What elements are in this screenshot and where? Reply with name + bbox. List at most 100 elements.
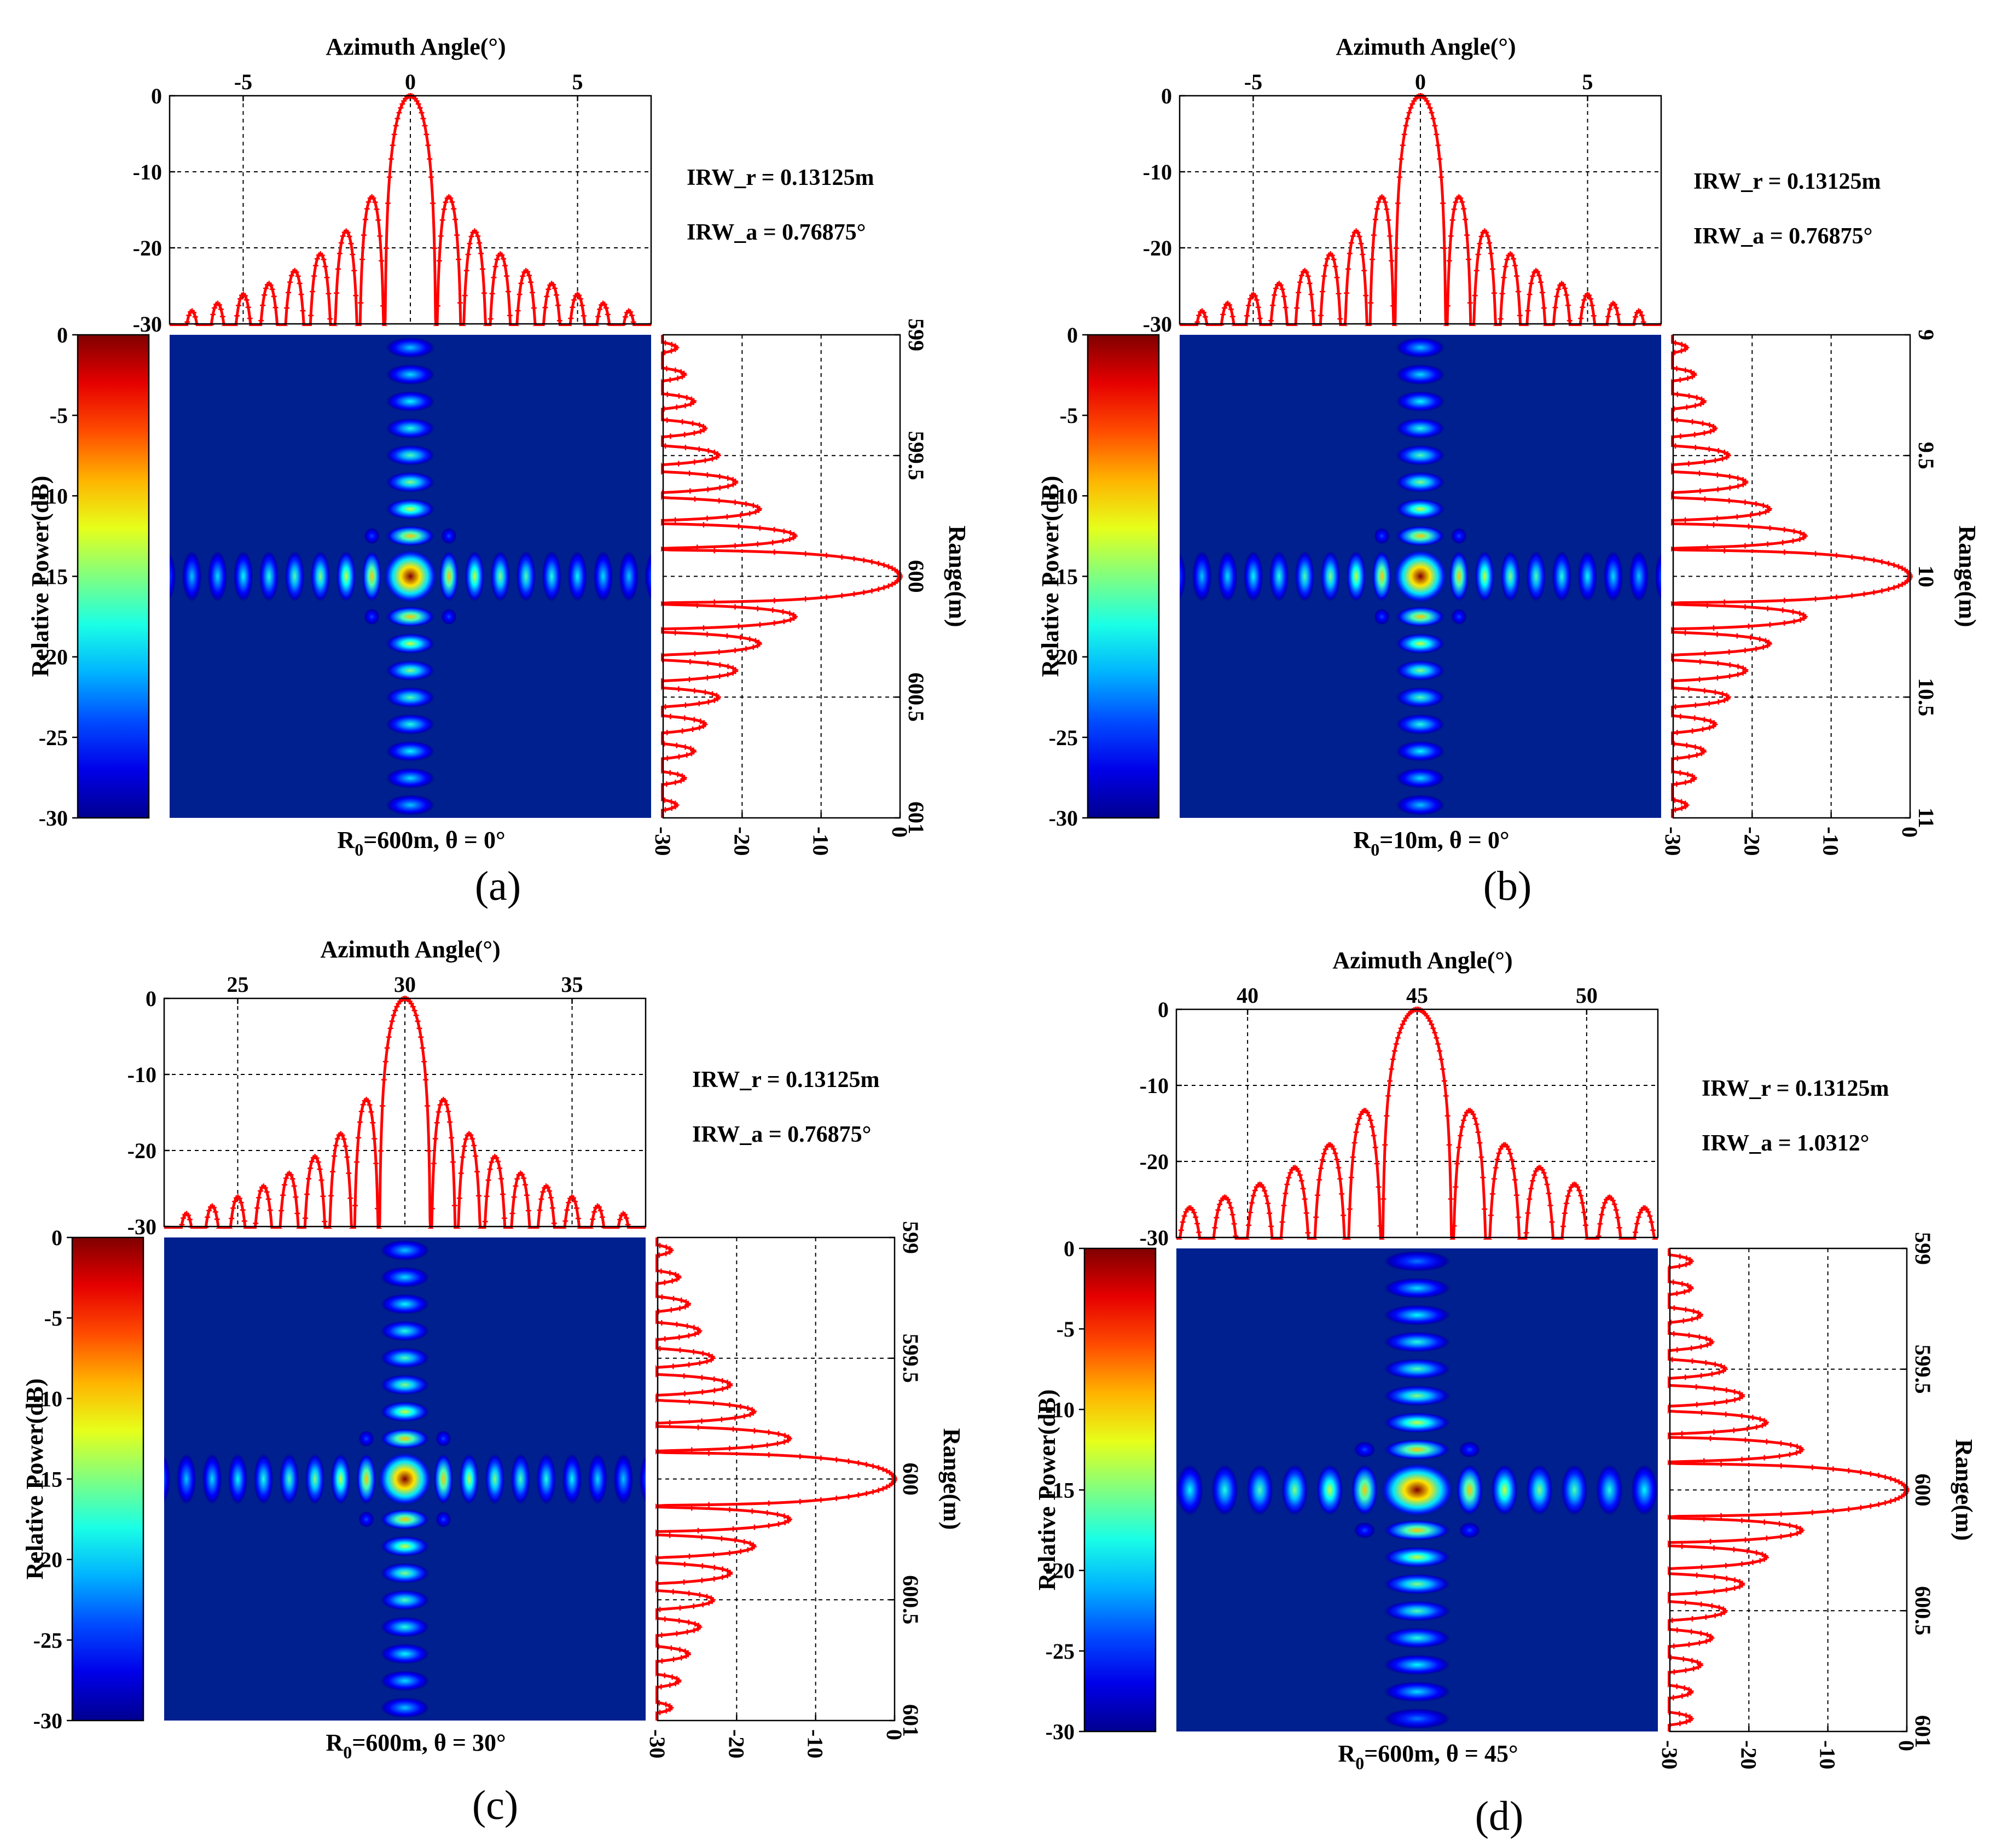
range-sidelobe: [1384, 1547, 1450, 1568]
panel-letter: (c): [472, 1782, 518, 1828]
range-tick-label: 599.5: [898, 1334, 923, 1383]
range-sidelobe: [380, 1240, 430, 1261]
range-sidelobe: [386, 714, 435, 735]
azimuth-plot-area: [164, 998, 646, 1227]
irw-range-annotation: IRW_r = 0.13125m: [687, 165, 874, 190]
range-tick-label: 599: [1911, 1232, 1935, 1265]
azimuth-sidelobe: [259, 550, 279, 602]
range-sidelobe: [1396, 660, 1445, 681]
range-power-tick-label: -30: [645, 1729, 670, 1758]
range-sidelobe: [380, 1401, 430, 1422]
range-sidelobe: [386, 337, 435, 358]
range-sidelobe: [380, 1294, 430, 1315]
azimuth-sidelobe: [253, 1453, 274, 1505]
diagonal-sidelobe: [441, 608, 457, 625]
main-lobe: [1380, 1463, 1454, 1517]
azimuth-sidelobe: [1243, 550, 1263, 602]
range-sidelobe: [1384, 1305, 1450, 1326]
panel-letter: (a): [475, 863, 521, 909]
range-power-tick-label: -20: [1736, 1740, 1761, 1769]
range-sidelobe: [1396, 445, 1445, 466]
caption-subscript: 0: [343, 1742, 352, 1762]
azimuth-sidelobe: [1491, 1464, 1518, 1516]
azimuth-sidelobe: [285, 550, 305, 602]
azimuth-sidelobe: [1500, 550, 1521, 602]
diagonal-sidelobe: [1374, 608, 1390, 625]
azimuth-sidelobe: [1192, 550, 1212, 602]
azimuth-sidelobe: [1655, 552, 1661, 601]
diagonal-sidelobe: [441, 527, 457, 544]
colorbar-tick-label: -25: [39, 725, 68, 750]
azimuth-sidelobe: [619, 550, 639, 602]
colorbar-tick-label: -20: [39, 645, 68, 670]
range-sidelobe: [386, 526, 435, 547]
range-sidelobe: [1396, 364, 1445, 385]
range-sidelobe: [1396, 768, 1445, 789]
range-sidelobe: [1396, 606, 1445, 627]
range-sidelobe: [386, 660, 435, 681]
panel: 0 -5 -10 -15 -20 -25 -30 Relative Power(dB) -5 0 5…: [1037, 33, 1981, 859]
range-plot-frame: [1672, 334, 1911, 819]
range-sidelobe: [386, 391, 435, 412]
range-power-tick-label: -20: [724, 1729, 748, 1758]
panel: 0 -5 -10 -15 -20 -25 -30 Relative Power(dB) -5 0 5…: [27, 33, 971, 859]
azimuth-plot-area: [170, 96, 651, 324]
azimuth-sidelobe: [1603, 550, 1623, 602]
azimuth-power-tick-label: 0: [1161, 84, 1172, 108]
azimuth-sidelobe: [645, 552, 651, 601]
azimuth-plot-area: [1176, 1009, 1658, 1237]
colorbar-tick-label: 0: [1067, 323, 1078, 347]
range-sidelobe: [1384, 1681, 1450, 1702]
range-sidelobe: [386, 768, 435, 789]
diagonal-sidelobe: [358, 1430, 374, 1447]
range-sidelobe: [1396, 714, 1445, 735]
azimuth-sidelobe: [182, 550, 202, 602]
range-sidelobe: [380, 1562, 430, 1584]
diagonal-sidelobe: [358, 1511, 374, 1528]
range-power-tick-label: -20: [729, 827, 754, 856]
range-sidelobe: [1396, 391, 1445, 412]
irw-azimuth-annotation: IRW_a = 0.76875°: [687, 220, 866, 245]
azimuth-sidelobe: [433, 1453, 454, 1505]
range-sidelobe: [1384, 1358, 1450, 1379]
azimuth-power-tick-label: -10: [1140, 1073, 1169, 1098]
azimuth-tick-label: 50: [1576, 983, 1598, 1008]
diagonal-sidelobe: [1451, 608, 1467, 625]
azimuth-tick-label: 40: [1237, 983, 1258, 1008]
range-sidelobe: [380, 1347, 430, 1368]
azimuth-tick-label: -5: [1244, 69, 1262, 94]
colorbar-tick-label: -10: [39, 484, 68, 508]
range-sidelobe: [1396, 687, 1445, 708]
range-axis-label: Range(m): [944, 526, 971, 627]
diagonal-sidelobe: [436, 1430, 451, 1447]
azimuth-plot-frame: [1179, 95, 1662, 325]
azimuth-sidelobe: [202, 1453, 222, 1505]
colorbar-tick-label: -15: [39, 565, 68, 589]
diagonal-sidelobe: [1459, 1522, 1481, 1539]
azimuth-plot-frame: [1175, 1008, 1659, 1239]
azimuth-tick-label: 5: [1582, 69, 1593, 94]
azimuth-sidelobe: [1269, 550, 1289, 602]
colorbar-tick-label: -15: [1049, 565, 1078, 589]
colorbar-tick-label: 0: [1064, 1236, 1075, 1261]
range-sidelobe: [386, 418, 435, 439]
colorbar-tick-label: -15: [33, 1467, 62, 1492]
azimuth-plot-frame: [169, 95, 652, 325]
range-sidelobe: [386, 741, 435, 762]
range-sidelobe: [1384, 1520, 1450, 1541]
azimuth-sidelobe: [1629, 550, 1649, 602]
colorbar-tick-label: -30: [33, 1708, 62, 1733]
panel-letter: (d): [1475, 1793, 1524, 1839]
range-power-tick-label: -10: [809, 827, 833, 856]
azimuth-sidelobe: [164, 1455, 171, 1503]
azimuth-power-tick-label: -30: [133, 312, 162, 336]
colorbar-tick-label: -20: [33, 1548, 62, 1572]
range-sidelobe: [380, 1428, 430, 1449]
azimuth-sidelobe: [485, 1453, 505, 1505]
range-sidelobe: [380, 1697, 430, 1718]
azimuth-tick-label: 25: [227, 972, 248, 997]
range-sidelobe: [380, 1590, 430, 1611]
azimuth-sidelobe: [176, 1453, 196, 1505]
azimuth-axis-label: Azimuth Angle(°): [326, 33, 506, 60]
